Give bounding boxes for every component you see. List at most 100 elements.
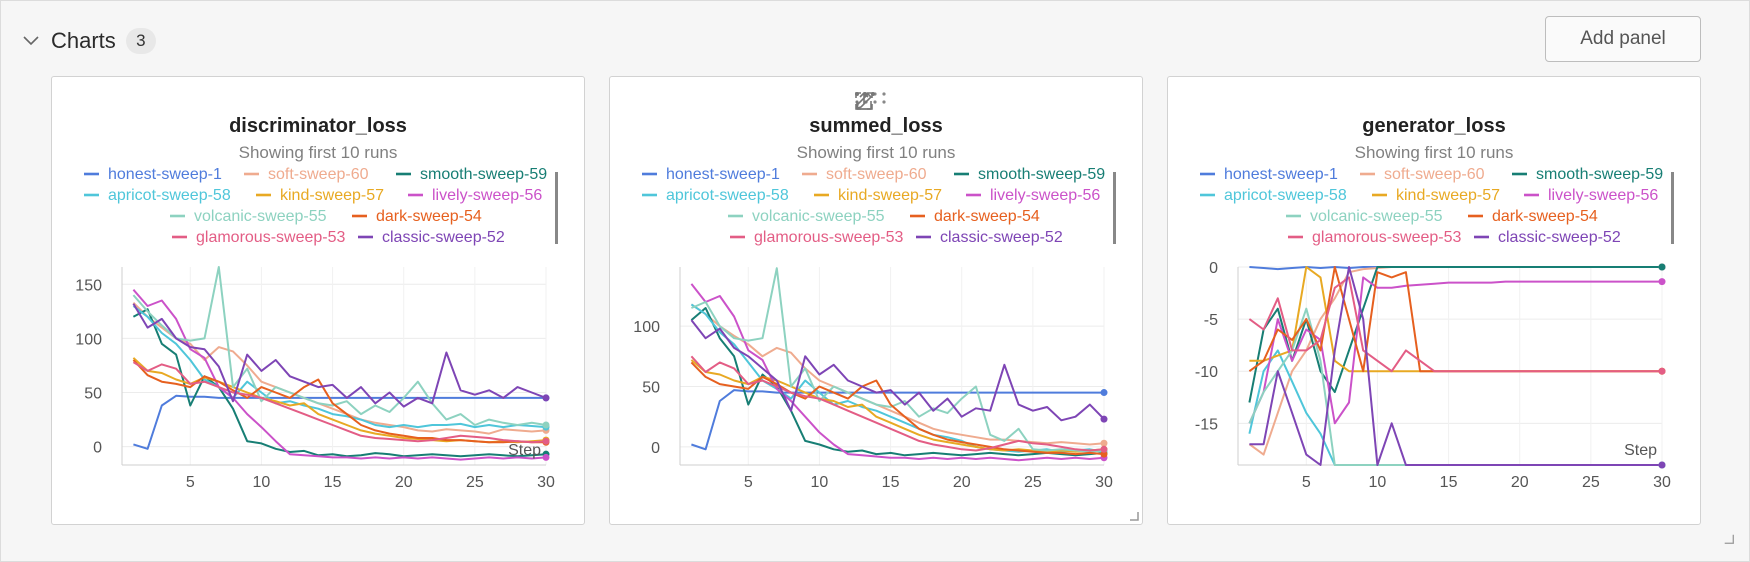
x-tick-label: 5 [1302, 474, 1311, 491]
series-line-honest-sweep-1 [133, 394, 546, 450]
chart-subtitle: Showing first 10 runs [1355, 143, 1514, 162]
legend-entry: apricot-sweep-58 [108, 187, 231, 204]
share-icon[interactable] [856, 91, 942, 121]
gridlines [680, 267, 1105, 465]
series-line-classic-sweep-52 [690, 319, 1105, 422]
series-line-kind-sweep-57 [132, 357, 547, 444]
series-line-glamorous-sweep-53 [132, 361, 547, 444]
legend-entry: honest-sweep-1 [666, 166, 780, 183]
y-tick-label: 0 [651, 440, 660, 457]
panel-generator-loss: generator_loss Showing first 10 runs hones… [1167, 76, 1701, 525]
legend-entry: soft-sweep-60 [268, 166, 369, 183]
series-line-classic-sweep-52 [132, 303, 547, 408]
section-header: Charts 3 [21, 23, 156, 59]
series-end-point-glamorous-sweep-53 [1658, 367, 1666, 375]
add-panel-button[interactable]: Add panel [1545, 16, 1701, 62]
series-group [690, 267, 1108, 462]
y-tick-label: 100 [75, 331, 102, 348]
series-end-point-glamorous-sweep-53 [1100, 445, 1108, 453]
y-tick-label: -5 [1204, 312, 1218, 329]
legend: honest-sweep-1 soft-sweep-60 smooth-sweep-… [84, 166, 547, 246]
x-axis-label: Step [508, 442, 541, 459]
legend-entry: classic-sweep-52 [1498, 229, 1621, 246]
series-line-soft-sweep-60 [690, 303, 1105, 446]
series-line-glamorous-sweep-53 [690, 355, 1105, 452]
series-line-volcanic-sweep-55 [691, 267, 1105, 453]
y-tick-label: 50 [642, 380, 660, 397]
x-tick-label: 5 [744, 474, 753, 491]
more-options-icon[interactable] [855, 91, 1086, 121]
series-end-point-smooth-sweep-59 [1658, 263, 1666, 271]
y-tick-label: 0 [1209, 260, 1218, 277]
legend-entry: volcanic-sweep-55 [1310, 208, 1443, 225]
legend-scrollbar [555, 172, 558, 244]
legend: honest-sweep-1 soft-sweep-60 smooth-sweep-… [1200, 166, 1663, 246]
x-tick-label: 10 [1369, 474, 1387, 491]
y-tick-label: 150 [75, 277, 102, 294]
legend-entry: apricot-sweep-58 [1224, 187, 1347, 204]
chart-generator-loss: generator_loss Showing first 10 runs hones… [1195, 115, 1674, 491]
series-line-honest-sweep-1 [691, 389, 1104, 451]
section-resize-handle-icon[interactable] [1723, 533, 1735, 545]
series-end-point-glamorous-sweep-53 [542, 437, 550, 445]
y-tick-label: 100 [633, 319, 660, 336]
section-title: Charts [51, 28, 116, 53]
series-end-point-volcanic-sweep-55 [542, 421, 550, 429]
x-tick-label: 20 [395, 474, 413, 491]
legend-entry: kind-sweep-57 [280, 187, 384, 204]
series-line-apricot-sweep-58 [132, 305, 547, 429]
series-line-apricot-sweep-58 [1248, 349, 1662, 466]
x-tick-label: 20 [1511, 474, 1529, 491]
legend-entry: lively-sweep-56 [1548, 187, 1658, 204]
legend-scrollbar [1113, 172, 1116, 244]
y-tick-label: 50 [84, 386, 102, 403]
x-tick-label: 30 [537, 474, 555, 491]
legend-entry: kind-sweep-57 [838, 187, 942, 204]
edit-icon[interactable] [855, 91, 990, 121]
y-tick-label: 0 [93, 440, 102, 457]
series-line-lively-sweep-56 [1248, 276, 1662, 425]
panel-resize-handle-icon[interactable] [1128, 510, 1140, 522]
legend-entry: smooth-sweep-59 [1536, 166, 1663, 183]
series-group [1248, 263, 1666, 469]
series-line-lively-sweep-56 [690, 283, 1105, 462]
x-tick-label: 30 [1095, 474, 1113, 491]
legend-entry: glamorous-sweep-53 [1312, 229, 1462, 246]
legend-entry: smooth-sweep-59 [978, 166, 1105, 183]
series-line-glamorous-sweep-53 [1248, 276, 1662, 373]
fullscreen-icon[interactable] [855, 91, 1038, 121]
series-end-point-soft-sweep-60 [1100, 439, 1108, 447]
series-line-lively-sweep-56 [132, 289, 547, 461]
series-line-volcanic-sweep-55 [132, 266, 547, 426]
x-tick-label: 10 [811, 474, 829, 491]
x-axis-label: Step [1624, 442, 1657, 459]
legend-entry: volcanic-sweep-55 [194, 208, 327, 225]
x-tick-label: 10 [253, 474, 271, 491]
panel-toolbar [854, 91, 1086, 121]
chart-discriminator-loss: discriminator_loss Showing first 10 runs h… [75, 115, 558, 491]
chart-title: discriminator_loss [229, 115, 407, 137]
chart-title: generator_loss [1362, 115, 1505, 137]
x-tick-label: 25 [466, 474, 484, 491]
legend-entry: kind-sweep-57 [1396, 187, 1500, 204]
series-end-point-classic-sweep-52 [1658, 461, 1666, 469]
legend-entry: classic-sweep-52 [382, 229, 505, 246]
x-tick-label: 15 [882, 474, 900, 491]
y-tick-label: -15 [1195, 416, 1218, 433]
chevron-down-icon[interactable] [21, 31, 41, 51]
x-tick-label: 15 [1440, 474, 1458, 491]
series-end-point-lively-sweep-56 [542, 453, 550, 461]
legend-entry: glamorous-sweep-53 [196, 229, 346, 246]
legend-entry: lively-sweep-56 [432, 187, 542, 204]
series-line-dark-sweep-54 [690, 361, 1105, 456]
series-end-point-honest-sweep-1 [1100, 389, 1108, 397]
panel-count-badge: 3 [125, 28, 156, 54]
legend-entry: dark-sweep-54 [376, 208, 482, 225]
panel-summed-loss: summed_loss Showing first 10 runs honest-s… [609, 76, 1143, 525]
legend-entry: glamorous-sweep-53 [754, 229, 904, 246]
legend-entry: smooth-sweep-59 [420, 166, 547, 183]
series-line-soft-sweep-60 [1248, 266, 1662, 456]
legend-entry: classic-sweep-52 [940, 229, 1063, 246]
series-end-point-classic-sweep-52 [542, 394, 550, 402]
